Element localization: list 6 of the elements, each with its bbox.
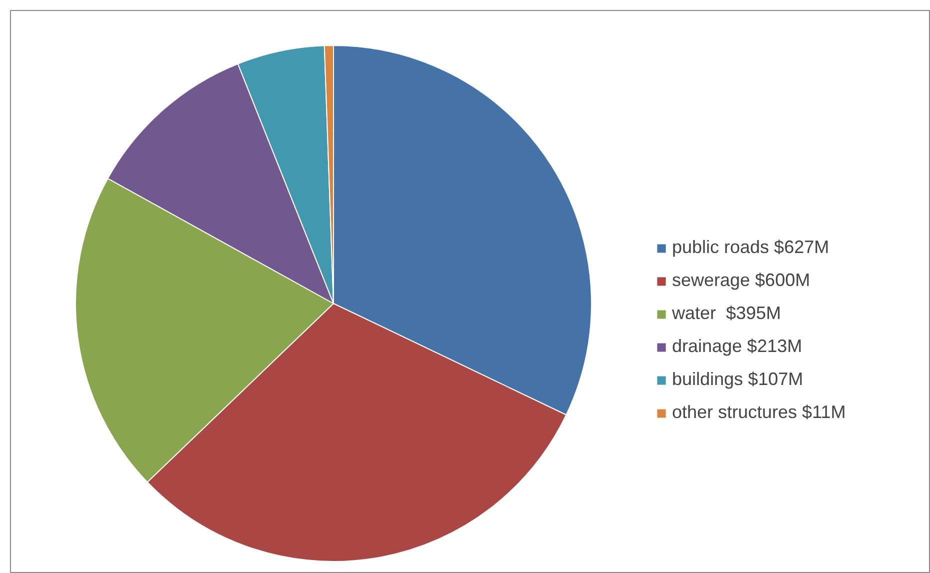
legend-label: buildings $107M (672, 369, 804, 390)
legend-label: water $395M (672, 303, 782, 324)
legend-label: drainage $213M (672, 336, 802, 357)
legend-label: sewerage $600M (672, 270, 810, 291)
legend-label: public roads $627M (672, 237, 830, 258)
legend-label: other structures $11M (672, 402, 846, 423)
